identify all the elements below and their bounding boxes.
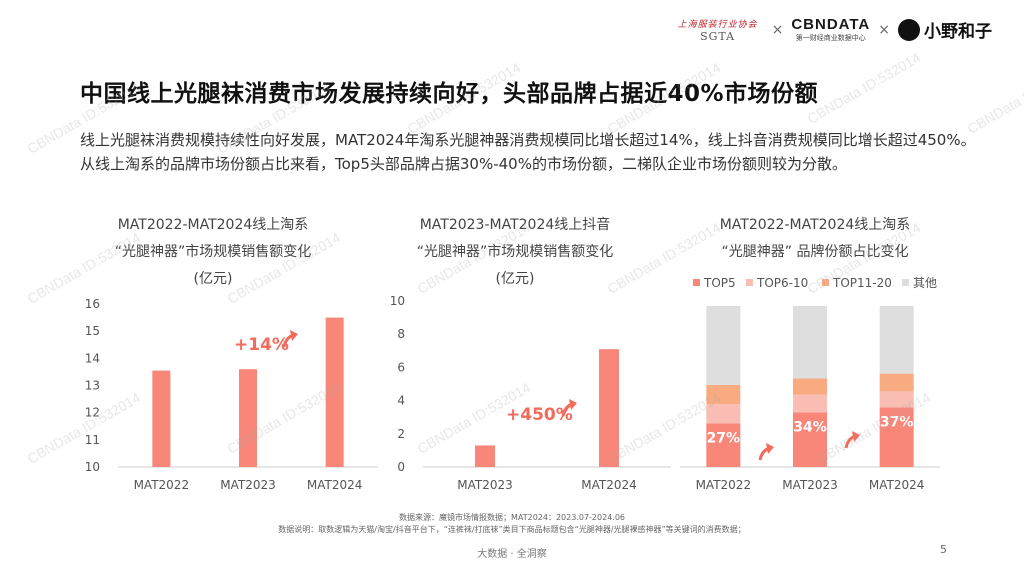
chart3-bar-segment [879,373,914,392]
chart2-bar [599,349,619,467]
summary-text: 线上光腿袜消费规模持续性向好发展，MAT2024年淘系光腿神器消费规模同比增长超… [80,131,976,173]
chart3-xtick-label: MAT2022 [696,478,752,492]
chart3-xtick-label: MAT2023 [782,478,838,492]
chart3-legend-label: 其他 [913,276,937,290]
chart3-bar-segment [793,412,827,467]
chart3-legend-swatch [822,279,829,286]
logo-separator: × [878,21,890,38]
chart2-ytick-label: 6 [397,360,405,374]
cbndata-logo: CBNDATA 第一财经商业数据中心 [791,16,870,43]
sgta-logo-script: 上海服装行业协会 [677,19,758,30]
chart2-ytick-label: 4 [397,394,405,408]
chart3-legend-swatch [746,279,753,286]
footer-source: 数据来源：魔镜市场情报数据；MAT2024：2023.07-2024.06 [398,513,626,522]
chart1-ytick-label: 12 [85,406,100,420]
chart3-bar-segment [879,306,914,374]
xiaoye-logo: 小野和子 [898,17,992,42]
footer-brand: 大数据 · 全洞察 [477,549,547,560]
chart1-growth-arrow-head [290,330,298,341]
chart2-ytick-label: 2 [397,427,405,441]
chart3-bar-segment [706,384,741,405]
chart2-growth-arrow-head [569,399,577,410]
chart1-title-line2: “光腿神器”市场规模销售额变化 [114,244,312,260]
chart2-title: MAT2023-MAT2024线上抖音 “光腿神器”市场规模销售额变化 (亿元) [390,212,640,293]
chart3-data-label: 27% [707,431,741,447]
chart3-legend-label: TOP11-20 [832,276,892,290]
chart1-ytick-label: 13 [85,379,100,393]
chart3-title-line1: MAT2022-MAT2024线上淘系 [719,217,911,233]
chart1-bar [152,370,171,467]
xiaoye-logo-icon [898,18,920,41]
chart3-title: MAT2022-MAT2024线上淘系 “光腿神器” 品牌份额占比变化 [690,212,940,266]
chart1-xtick-label: MAT2024 [307,478,363,492]
cbndata-logo-mark: CBNDATA [791,16,871,33]
chart3-legend-label: TOP6-10 [756,276,808,290]
chart3-xtick-label: MAT2024 [869,478,925,492]
page-number: 5 [940,543,947,556]
chart1-ytick-label: 11 [85,433,100,447]
chart1-ytick-label: 10 [85,460,100,474]
chart3-title-line2: “光腿神器” 品牌份额占比变化 [721,244,909,260]
chart2-growth-label: +450% [506,405,573,425]
chart2-bar [475,445,495,467]
chart2-xtick-label: MAT2023 [457,478,513,492]
chart1-ytick-label: 16 [85,297,100,311]
chart3-bar-segment [706,306,741,385]
chart3-bar-segment [879,407,914,467]
chart3-legend-label: TOP5 [703,276,736,290]
chart1-bar [325,317,344,467]
chart2-title-line3: (亿元) [495,271,535,287]
chart3-bar-segment [879,391,914,408]
logo-separator: × [771,21,784,38]
chart3-legend-swatch [693,279,700,286]
page-title: 中国线上光腿袜消费市场发展持续向好，头部品牌占据近40%市场份额 [80,81,819,107]
chart1-growth-label: +14% [234,335,289,355]
chart3-bar-segment [793,394,827,413]
chart3-bar-segment [793,378,827,395]
chart3-bar-segment [706,423,741,467]
sgta-logo-mark: SGTA [700,29,736,43]
chart1-title-line1: MAT2022-MAT2024线上淘系 [117,217,309,233]
chart3-data-label: 37% [880,414,914,430]
chart3-growth-arrow-2-head [852,431,860,442]
chart1-ytick-label: 15 [85,324,100,338]
chart3-bar-segment [793,306,827,379]
chart2-xtick-label: MAT2024 [581,478,637,492]
chart3-growth-arrow-1-head [766,443,774,454]
chart2-ytick-label: 10 [390,294,405,308]
header-logos: 上海服装行业协会 SGTA × CBNDATA 第一财经商业数据中心 × 小野和… [672,16,992,43]
chart1-xtick-label: MAT2022 [134,478,190,492]
chart2-title-line2: “光腿神器”市场规模销售额变化 [416,244,614,260]
chart3-data-label: 34% [793,419,827,435]
chart2-ytick-label: 0 [397,460,405,474]
chart1-bar [239,369,257,467]
chart1-xtick-label: MAT2023 [220,478,276,492]
footer-note: 数据说明：取数逻辑为天猫/淘宝/抖音平台下，“连裤袜/打底袜”类目下商品标题包含… [278,525,746,534]
sgta-logo: 上海服装行业协会 SGTA [672,17,764,43]
footer-notes: 数据来源：魔镜市场情报数据；MAT2024：2023.07-2024.06 数据… [0,512,1024,536]
chart1-ytick-label: 14 [85,351,100,365]
chart1-title-line3: (亿元) [193,271,233,287]
xiaoye-logo-text: 小野和子 [924,22,992,42]
cbndata-logo-sub: 第一财经商业数据中心 [795,34,866,42]
chart1-title: MAT2022-MAT2024线上淘系 “光腿神器”市场规模销售额变化 (亿元) [88,212,338,293]
chart3-bar-segment [706,404,741,424]
chart2-ytick-label: 8 [397,327,405,341]
chart3-legend-swatch [902,279,909,286]
chart2-title-line1: MAT2023-MAT2024线上抖音 [419,217,611,233]
